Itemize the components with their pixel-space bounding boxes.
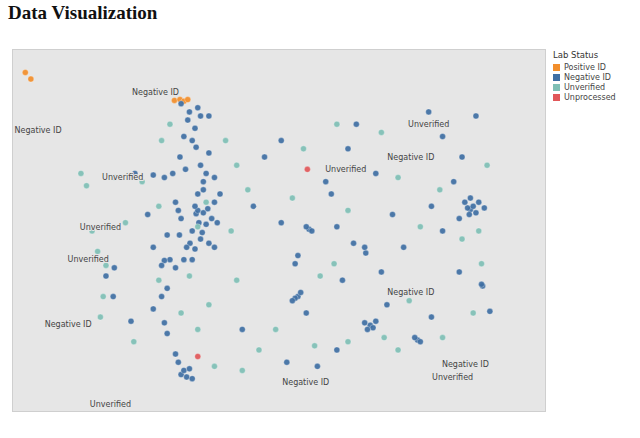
svg-text:Unverified: Unverified — [408, 120, 449, 129]
svg-text:Negative ID: Negative ID — [282, 378, 329, 387]
svg-text:Negative ID: Negative ID — [442, 360, 489, 369]
svg-text:Unverified: Unverified — [68, 255, 109, 264]
html-text:Lab Status: Lab Status — [553, 50, 599, 60]
svg-text:Negative ID: Negative ID — [387, 288, 434, 297]
svg-text:Negative ID: Negative ID — [45, 320, 92, 329]
svg-text:Unverified: Unverified — [102, 173, 143, 182]
html-text:Negative ID: Negative ID — [564, 72, 611, 82]
html-text:Data Visualization: Data Visualization — [8, 2, 158, 23]
svg-text:Unverified: Unverified — [432, 373, 473, 382]
svg-text:Unverified: Unverified — [325, 165, 366, 174]
svg-text:Negative ID: Negative ID — [387, 153, 434, 162]
svg-text:Unverified: Unverified — [80, 223, 121, 232]
svg-text:Negative ID: Negative ID — [15, 126, 62, 135]
html-text:Unprocessed: Unprocessed — [564, 92, 616, 102]
html-text:Unverified: Unverified — [564, 82, 606, 92]
svg-text:Unverified: Unverified — [90, 400, 131, 409]
html-text:Positive ID: Positive ID — [564, 62, 606, 72]
svg-text:Negative ID: Negative ID — [132, 88, 179, 97]
